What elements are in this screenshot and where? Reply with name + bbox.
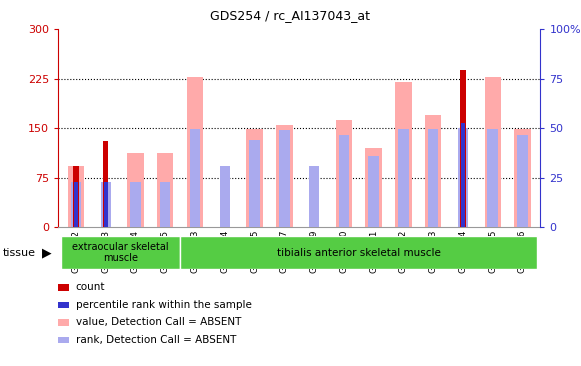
Bar	[279, 130, 289, 227]
Bar	[127, 153, 144, 227]
Bar	[160, 182, 170, 227]
Text: value, Detection Call = ABSENT: value, Detection Call = ABSENT	[76, 317, 241, 328]
Bar	[74, 182, 78, 227]
Bar	[249, 140, 260, 227]
Text: GDS254 / rc_AI137043_at: GDS254 / rc_AI137043_at	[210, 9, 371, 22]
Bar	[425, 115, 442, 227]
Bar	[103, 141, 109, 227]
Bar	[309, 166, 320, 227]
Bar	[487, 130, 498, 227]
Bar	[428, 130, 439, 227]
Bar	[73, 166, 78, 227]
Bar	[61, 236, 180, 269]
Bar	[460, 70, 465, 227]
Bar	[68, 166, 84, 227]
Bar	[101, 182, 111, 227]
Bar	[276, 125, 292, 227]
Text: count: count	[76, 282, 105, 292]
Bar	[365, 148, 382, 227]
Text: tissue: tissue	[3, 247, 36, 258]
Bar	[485, 77, 501, 227]
Bar	[514, 130, 530, 227]
Bar	[104, 182, 107, 227]
Text: extraocular skeletal
muscle: extraocular skeletal muscle	[72, 242, 169, 264]
Bar	[157, 153, 174, 227]
Bar	[395, 82, 411, 227]
Bar	[220, 166, 230, 227]
Text: rank, Detection Call = ABSENT: rank, Detection Call = ABSENT	[76, 335, 236, 345]
Text: tibialis anterior skeletal muscle: tibialis anterior skeletal muscle	[277, 247, 440, 258]
Bar	[398, 130, 408, 227]
Bar	[246, 130, 263, 227]
Bar	[180, 236, 537, 269]
Text: percentile rank within the sample: percentile rank within the sample	[76, 300, 252, 310]
Text: ▶: ▶	[42, 246, 52, 259]
Bar	[458, 128, 468, 227]
Bar	[71, 182, 81, 227]
Bar	[368, 156, 379, 227]
Bar	[517, 135, 528, 227]
Bar	[339, 135, 349, 227]
Bar	[187, 77, 203, 227]
Bar	[190, 130, 200, 227]
Bar	[130, 182, 141, 227]
Bar	[336, 120, 352, 227]
Bar	[461, 123, 465, 227]
